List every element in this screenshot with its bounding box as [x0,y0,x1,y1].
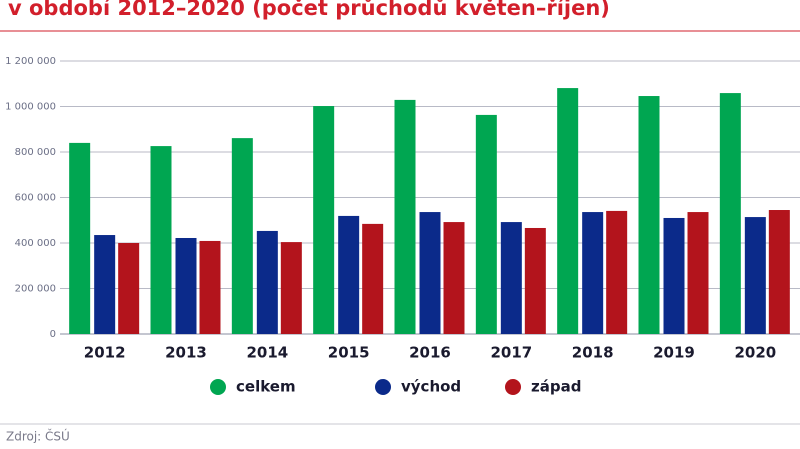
bar [338,215,360,334]
x-tick-label: 2020 [734,344,776,362]
x-tick-label: 2014 [246,344,288,362]
bar [280,242,302,334]
x-tick-label: 2018 [572,344,614,362]
legend-marker [505,379,521,395]
bar [744,217,766,334]
legend-marker [375,379,391,395]
y-tick-label: 400 000 [15,238,56,249]
bar [94,235,116,334]
x-tick-label: 2016 [409,344,451,362]
bar [638,96,660,334]
bar [606,210,628,334]
bar [557,88,579,334]
bar [524,227,546,334]
source: Zdroj: ČSÚ [6,429,70,444]
bar [475,114,497,334]
legend-label: západ [531,378,581,396]
bar [150,146,172,334]
y-tick-label: 800 000 [15,147,56,158]
bar [362,223,384,334]
x-tick-label: 2019 [653,344,695,362]
x-tick-label: 2017 [490,344,532,362]
legend-label: celkem [236,378,296,396]
x-tick-label: 2015 [328,344,370,362]
x-tick-label: 2012 [84,344,126,362]
bar [313,106,335,334]
y-tick-label: 1 000 000 [5,102,56,113]
bar [500,222,522,334]
x-tick-label: 2013 [165,344,207,362]
bar [256,230,278,334]
bar [443,222,465,334]
y-tick-label: 600 000 [15,193,56,204]
bar [69,142,91,334]
bar [199,240,221,334]
legend-marker [210,379,226,395]
bar [687,212,709,334]
bar [118,243,140,334]
bar [719,93,741,334]
y-tick-label: 200 000 [15,284,56,295]
bar [394,99,416,334]
bar [768,210,790,334]
bar [663,217,685,334]
y-tick-label: 0 [50,329,56,340]
bar [175,237,197,334]
bar [419,212,441,334]
chart-title: v období 2012–2020 (počet průchodů květe… [8,0,610,20]
legend-label: východ [401,378,461,396]
bar [231,138,253,334]
bar [582,212,604,334]
y-tick-label: 1 200 000 [5,56,56,67]
